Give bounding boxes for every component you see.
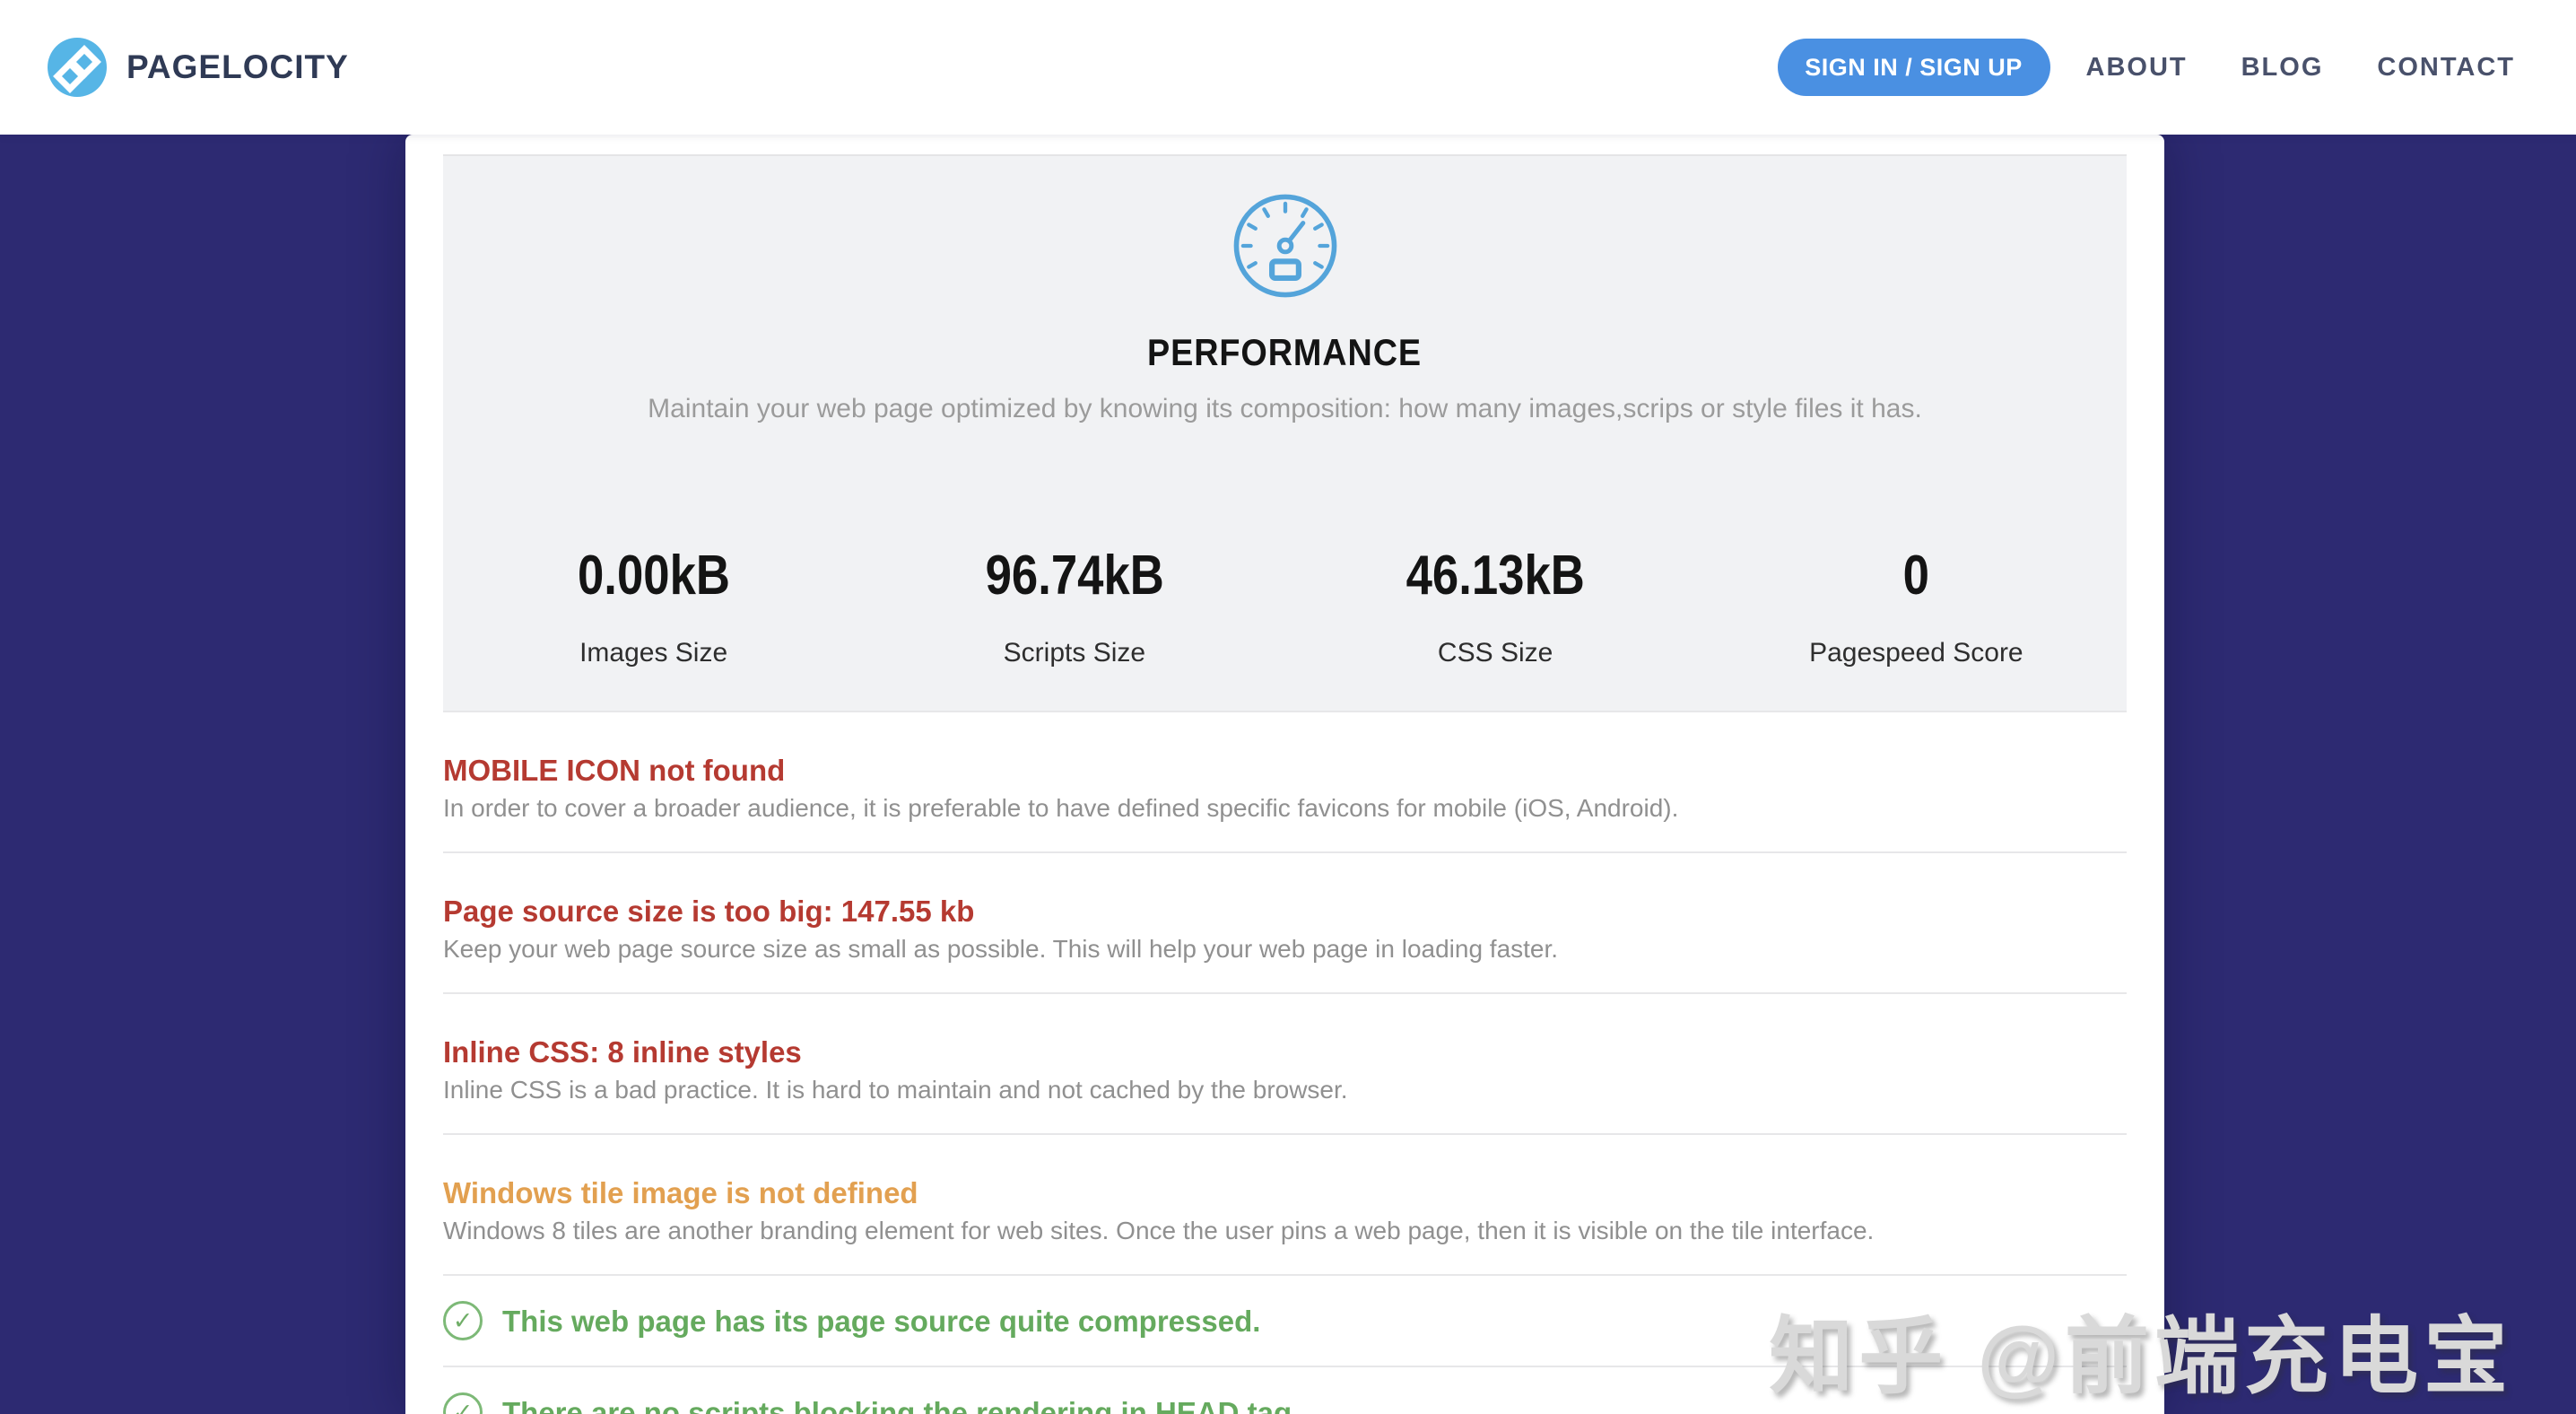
stat-scripts-size: 96.74kB Scripts Size	[864, 545, 1284, 668]
finding-title: Windows tile image is not defined	[443, 1176, 918, 1209]
stat-label: Pagespeed Score	[1809, 638, 2023, 668]
pagelocity-logo-icon	[48, 38, 107, 97]
stat-label: Scripts Size	[1003, 638, 1146, 668]
top-header: PAGELOCITY SIGN IN / SIGN UP ABOUT BLOG …	[0, 0, 2576, 135]
sign-in-button[interactable]: SIGN IN / SIGN UP	[1777, 39, 2050, 96]
finding-title: This web page has its page source quite …	[502, 1304, 1261, 1338]
stat-label: CSS Size	[1437, 638, 1553, 668]
nav-item-blog[interactable]: BLOG	[2241, 52, 2324, 82]
stat-css-size: 46.13kB CSS Size	[1285, 545, 1706, 668]
finding-row: Windows tile image is not defined Window…	[443, 1133, 2127, 1274]
stat-pagespeed-score: 0 Pagespeed Score	[1706, 545, 2127, 668]
report-card: PERFORMANCE Maintain your web page optim…	[405, 135, 2164, 1414]
finding-row: Page source size is too big: 147.55 kb K…	[443, 851, 2127, 992]
card-top-band	[443, 135, 2127, 154]
page-body: PERFORMANCE Maintain your web page optim…	[0, 135, 2576, 1414]
stat-value: 0	[1902, 545, 1930, 607]
stat-value: 96.74kB	[985, 545, 1164, 607]
finding-row: ✓ There are no scripts blocking the rend…	[443, 1366, 2127, 1414]
check-circle-icon: ✓	[443, 1301, 483, 1340]
stat-images-size: 0.00kB Images Size	[443, 545, 864, 668]
finding-row: ✓ This web page has its page source quit…	[443, 1274, 2127, 1366]
stat-value: 46.13kB	[1405, 545, 1585, 607]
finding-row: Inline CSS: 8 inline styles Inline CSS i…	[443, 992, 2127, 1133]
stats-row: 0.00kB Images Size 96.74kB Scripts Size …	[443, 545, 2127, 668]
main-nav: ABOUT BLOG CONTACT	[2086, 53, 2516, 83]
finding-title: There are no scripts blocking the render…	[502, 1395, 1292, 1414]
finding-title: Inline CSS: 8 inline styles	[443, 1035, 802, 1069]
performance-title: PERFORMANCE	[1147, 331, 1423, 373]
nav-item-about[interactable]: ABOUT	[2085, 52, 2188, 82]
finding-description: In order to cover a broader audience, it…	[443, 794, 1679, 822]
performance-section: PERFORMANCE Maintain your web page optim…	[443, 154, 2127, 711]
finding-title: Page source size is too big: 147.55 kb	[443, 895, 975, 928]
finding-description: Windows 8 tiles are another branding ele…	[443, 1217, 1875, 1244]
finding-title: MOBILE ICON not found	[443, 754, 786, 787]
stat-value: 0.00kB	[577, 545, 730, 607]
brand[interactable]: PAGELOCITY	[48, 38, 349, 97]
brand-name: PAGELOCITY	[126, 48, 349, 85]
stat-label: Images Size	[579, 638, 728, 668]
check-circle-icon: ✓	[443, 1392, 483, 1414]
performance-subtitle: Maintain your web page optimized by know…	[648, 394, 1922, 423]
speedometer-icon	[1233, 194, 1336, 298]
finding-description: Keep your web page source size as small …	[443, 935, 1559, 963]
finding-row: MOBILE ICON not found In order to cover …	[443, 711, 2127, 851]
nav-item-contact[interactable]: CONTACT	[2377, 52, 2515, 82]
finding-description: Inline CSS is a bad practice. It is hard…	[443, 1076, 1348, 1104]
